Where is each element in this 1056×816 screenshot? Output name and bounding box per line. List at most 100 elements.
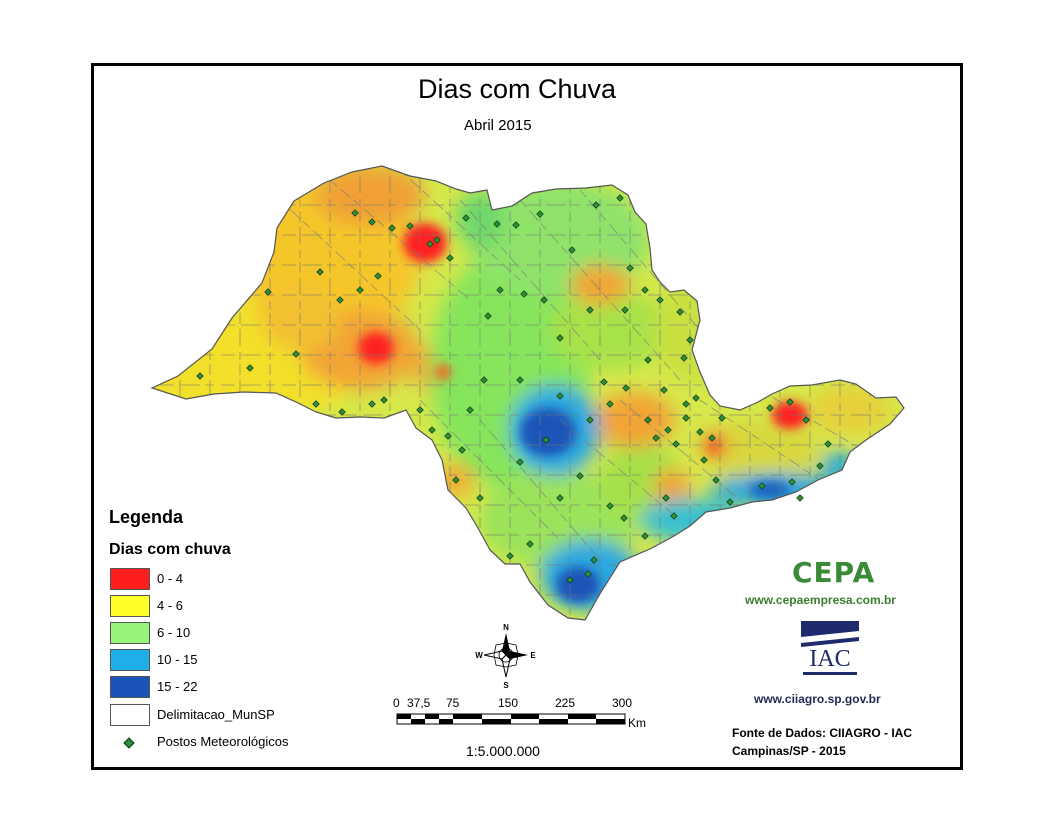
station-marker [480, 376, 488, 384]
iac-url: www.ciiagro.sp.gov.br [754, 692, 881, 706]
station-marker [592, 201, 600, 209]
scale-labels: 0 37,5 75 150 225 300 Km [392, 696, 652, 766]
credits: Fonte de Dados: CIIAGRO - IAC Campinas/S… [732, 724, 912, 760]
station-marker [600, 378, 608, 386]
station-marker [536, 210, 544, 218]
legend-swatch [110, 649, 150, 671]
station-marker [351, 209, 359, 217]
scale-ratio: 1:5.000.000 [466, 743, 540, 759]
station-marker [621, 306, 629, 314]
station-marker [622, 384, 630, 392]
station-marker [802, 416, 810, 424]
station-marker [406, 222, 414, 230]
station-marker [568, 246, 576, 254]
station-marker [516, 376, 524, 384]
station-marker [576, 472, 584, 480]
station-marker [426, 240, 434, 248]
station-marker [660, 386, 668, 394]
north-label: N [503, 623, 509, 632]
station-marker [556, 494, 564, 502]
station-marker [670, 512, 678, 520]
station-marker [506, 552, 514, 560]
station-marker [356, 286, 364, 294]
station-marker [676, 308, 684, 316]
legend-class-label: 0 - 4 [157, 571, 184, 586]
station-marker [556, 334, 564, 342]
station-marker [484, 312, 492, 320]
station-marker [662, 494, 670, 502]
station-marker [462, 214, 470, 222]
credits-source: Fonte de Dados: CIIAGRO - IAC [732, 726, 912, 740]
station-marker [433, 236, 441, 244]
cepa-logo: CEPA [792, 556, 876, 589]
station-marker [686, 336, 694, 344]
station-marker [682, 400, 690, 408]
station-marker [428, 426, 436, 434]
station-marker [316, 268, 324, 276]
station-marker [292, 350, 300, 358]
station-marker [700, 456, 708, 464]
station-marker [664, 426, 672, 434]
station-marker [338, 408, 346, 416]
station-marker [196, 372, 204, 380]
station-marker [458, 446, 466, 454]
station-marker [641, 532, 649, 540]
station-marker [824, 440, 832, 448]
scale-tick: 150 [498, 696, 519, 710]
iac-logo: IAC [801, 621, 859, 679]
station-marker [446, 254, 454, 262]
scale-tick: 225 [555, 696, 576, 710]
station-marker [606, 400, 614, 408]
station-marker [692, 394, 700, 402]
weather-stations [196, 194, 832, 584]
station-marker [682, 414, 690, 422]
station-marker [380, 396, 388, 404]
station-marker [766, 404, 774, 412]
legend-swatch [110, 676, 150, 698]
map-subtitle: Abril 2015 [464, 117, 532, 134]
station-marker [590, 556, 598, 564]
station-marker [788, 478, 796, 486]
station-marker [680, 354, 688, 362]
station-marker [726, 498, 734, 506]
legend-class-label: 4 - 6 [157, 598, 184, 613]
station-marker [796, 494, 804, 502]
station-marker [388, 224, 396, 232]
legend-class-label: 10 - 15 [157, 652, 198, 667]
station-marker [656, 296, 664, 304]
station-marker [620, 514, 628, 522]
east-label: E [530, 651, 536, 660]
station-marker [466, 406, 474, 414]
legend-swatch [110, 622, 150, 644]
station-marker [516, 458, 524, 466]
station-marker [264, 288, 272, 296]
legend-swatch [110, 595, 150, 617]
map-title: Dias com Chuva [418, 74, 617, 104]
station-marker [452, 476, 460, 484]
station-marker [616, 194, 624, 202]
station-marker [540, 296, 548, 304]
station-marker [496, 286, 504, 294]
station-marker [644, 356, 652, 364]
station-marker [416, 406, 424, 414]
legend-stations-label: Postos Meteorológicos [157, 734, 289, 749]
station-marker [641, 286, 649, 294]
station-marker [336, 296, 344, 304]
state-outline [150, 165, 905, 621]
station-marker [696, 428, 704, 436]
station-marker [520, 290, 528, 298]
station-marker [786, 398, 794, 406]
station-marker [586, 416, 594, 424]
legend-class-label: 15 - 22 [157, 679, 198, 694]
cepa-url: www.cepaempresa.com.br [745, 593, 896, 607]
station-marker [368, 400, 376, 408]
station-marker [542, 436, 550, 444]
station-marker [368, 218, 376, 226]
north-arrow: N S E W [475, 623, 536, 690]
station-marker [526, 540, 534, 548]
station-marker [476, 494, 484, 502]
station-marker [718, 414, 726, 422]
station-marker [512, 221, 520, 229]
scale-tick: 75 [446, 696, 460, 710]
station-marker [758, 482, 766, 490]
